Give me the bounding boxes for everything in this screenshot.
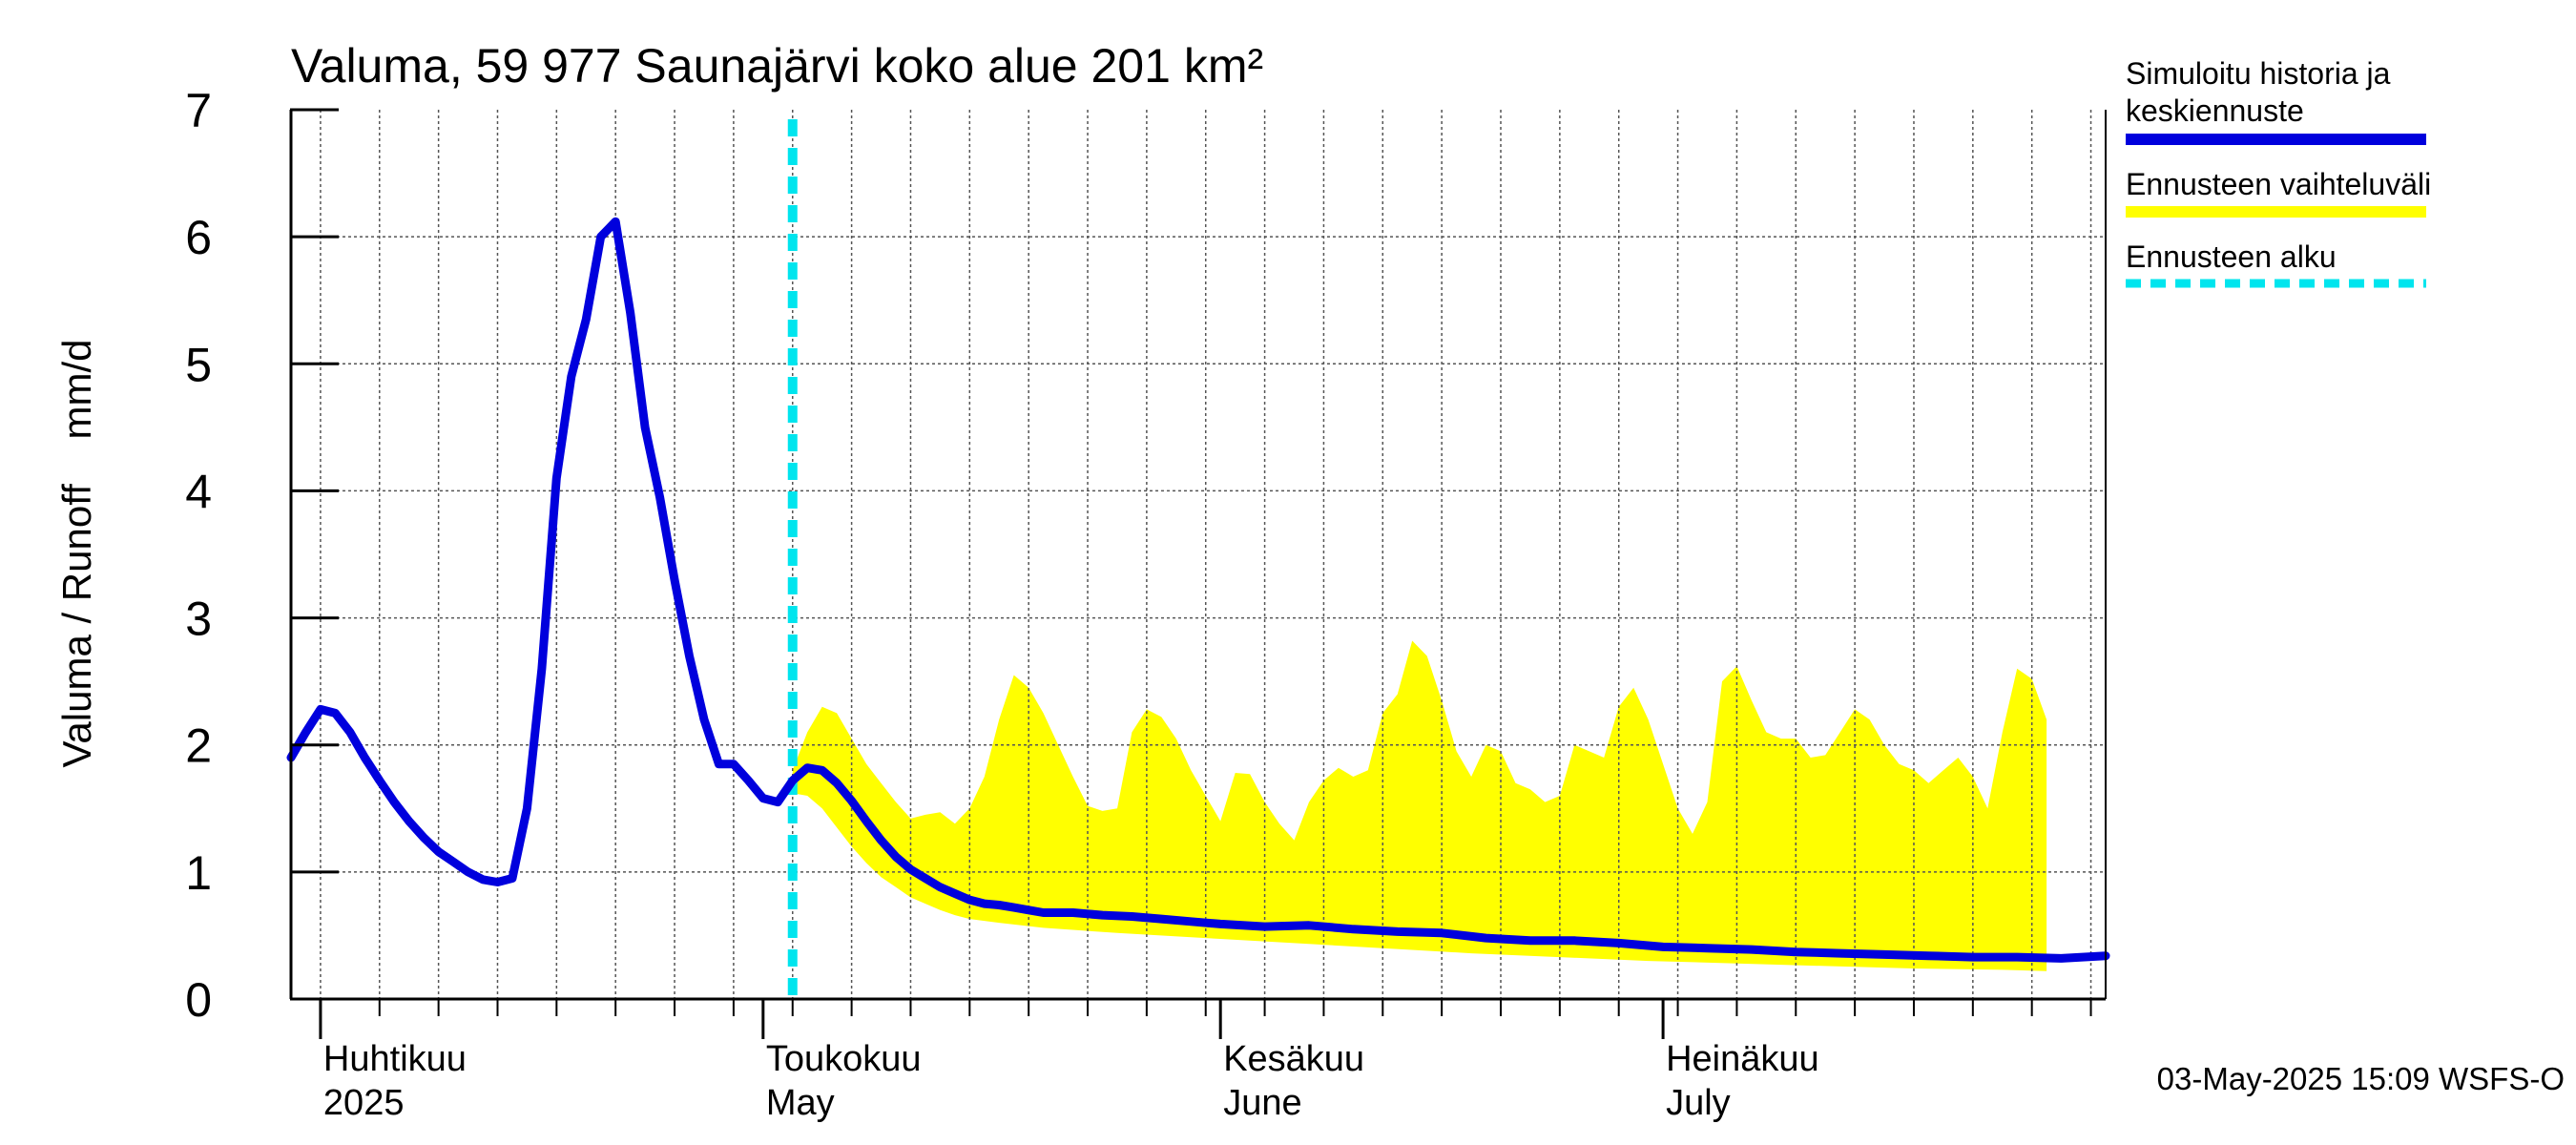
forecast-range-band [792, 640, 2047, 971]
chart-title: Valuma, 59 977 Saunajärvi koko alue 201 … [291, 39, 1263, 93]
forecast-band-layer [792, 640, 2047, 971]
y-tick-label: 0 [185, 973, 212, 1027]
y-tick-label: 7 [185, 84, 212, 137]
simulated-runoff-line [286, 217, 2110, 963]
month-sublabel: 2025 [323, 1083, 405, 1123]
y-tick-label: 4 [185, 465, 212, 518]
legend-label: Simuloitu historia ja [2126, 56, 2391, 91]
axis-layer [289, 108, 2107, 1039]
month-label: Huhtikuu [323, 1039, 467, 1079]
month-label: Kesäkuu [1223, 1039, 1364, 1079]
text-layer: Valuma, 59 977 Saunajärvi koko alue 201 … [54, 39, 2565, 1123]
y-tick-label: 1 [185, 846, 212, 900]
series-line-layer [286, 119, 2110, 999]
legend-label-line2: keskiennuste [2126, 94, 2304, 128]
y-tick-label: 2 [185, 719, 212, 773]
legend-label: Ennusteen alku [2126, 239, 2337, 274]
y-tick-label: 3 [185, 593, 212, 646]
month-sublabel: May [766, 1083, 835, 1123]
month-label: Heinäkuu [1666, 1039, 1819, 1079]
y-axis-label: Valuma / Runoff mm/d [54, 340, 99, 768]
timestamp-footer: 03-May-2025 15:09 WSFS-O [2157, 1061, 2565, 1096]
y-tick-label: 6 [185, 211, 212, 264]
month-label: Toukokuu [766, 1039, 922, 1079]
month-sublabel: July [1666, 1083, 1731, 1123]
legend-label: Ennusteen vaihteluväli [2126, 167, 2431, 201]
y-tick-label: 5 [185, 338, 212, 391]
month-sublabel: June [1223, 1083, 1301, 1123]
